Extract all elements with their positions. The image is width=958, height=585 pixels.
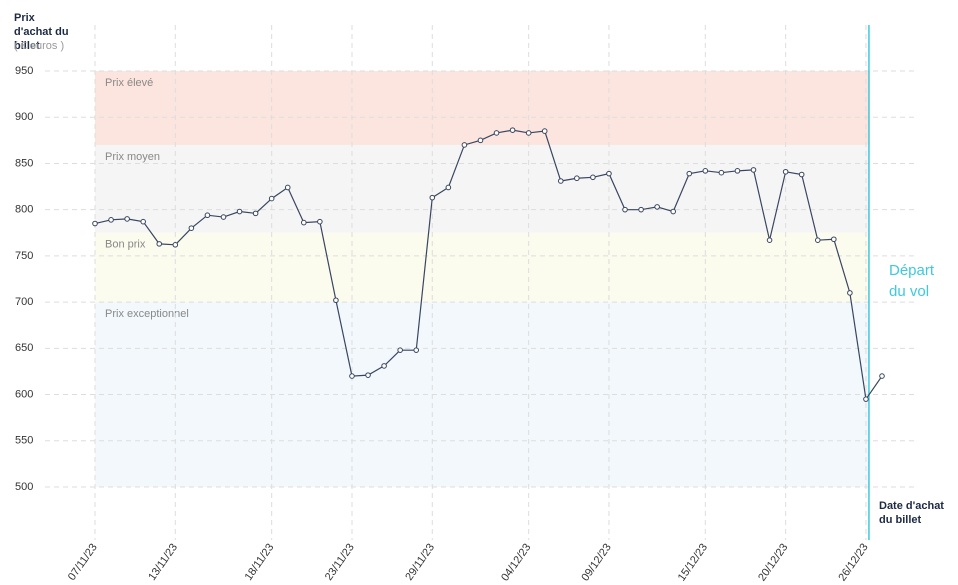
y-tick-label: 900 — [15, 111, 33, 123]
price-point — [156, 241, 163, 247]
price-point — [654, 204, 660, 210]
price-point — [317, 218, 323, 225]
band-label: Bon prix — [105, 239, 146, 251]
x-tick-label: 07/11/23 — [66, 542, 100, 583]
band-label: Prix exceptionnel — [105, 308, 189, 320]
price-point — [782, 168, 789, 175]
band-label: Prix moyen — [105, 151, 160, 163]
y-title: Prix d'achat du billet — [14, 12, 69, 52]
price-point — [525, 130, 532, 136]
price-point — [686, 170, 693, 177]
x-tick-label: 13/11/23 — [146, 542, 180, 583]
price-point — [509, 127, 516, 133]
x-tick-label: 15/12/23 — [676, 542, 710, 584]
price-point — [798, 171, 805, 178]
price-point — [92, 220, 98, 227]
price-point — [670, 208, 677, 215]
price-point — [300, 219, 307, 226]
price-point — [493, 130, 500, 136]
price-point — [622, 206, 628, 213]
y-tick-label: 750 — [15, 250, 33, 262]
x-tick-label: 23/11/23 — [323, 542, 357, 583]
price-point — [220, 214, 227, 220]
y-tick-label: 950 — [15, 65, 33, 77]
price-point — [831, 236, 837, 243]
price-point — [413, 347, 420, 353]
price-point — [381, 363, 387, 369]
price-point — [252, 210, 259, 217]
y-tick-label: 700 — [15, 296, 33, 308]
price-point — [236, 208, 243, 215]
price-point — [718, 169, 725, 176]
x-title: Date d'achat du billet — [879, 500, 944, 526]
price-point — [140, 218, 146, 225]
price-point — [461, 142, 468, 148]
price-point — [124, 216, 130, 222]
y-tick-label: 550 — [15, 435, 33, 447]
price-point — [333, 297, 339, 304]
price-point — [574, 175, 580, 182]
x-tick-label: 29/11/23 — [403, 542, 437, 583]
price-point — [349, 373, 355, 379]
y-tick-label: 850 — [15, 157, 33, 169]
price-point — [879, 373, 885, 379]
price-point — [397, 347, 403, 353]
y-tick-label: 500 — [15, 481, 33, 493]
price-point — [638, 206, 644, 213]
x-tick-label: 04/12/23 — [499, 542, 533, 584]
price-point — [702, 168, 709, 174]
price-point — [477, 137, 484, 144]
price-point — [365, 372, 371, 378]
annotation: Départ du vol — [889, 262, 935, 300]
price-point — [429, 194, 436, 201]
price-point — [606, 170, 612, 177]
price-band — [95, 71, 870, 145]
price-point — [172, 241, 179, 248]
price-point — [766, 237, 773, 243]
x-tick-label: 20/12/23 — [756, 542, 790, 584]
y-tick-label: 800 — [15, 204, 33, 216]
y-tick-label: 650 — [15, 342, 33, 354]
price-point — [814, 237, 821, 243]
price-point — [204, 212, 211, 219]
y-tick-label: 600 — [15, 388, 33, 400]
x-tick-label: 09/12/23 — [579, 542, 613, 584]
price-point — [541, 128, 548, 134]
price-band — [95, 144, 870, 233]
x-tick-label: 18/11/23 — [243, 542, 277, 583]
price-point — [268, 195, 275, 202]
price-point — [284, 184, 291, 191]
y-unit: ( € euros ) — [14, 40, 65, 52]
price-point — [590, 174, 596, 181]
price-band — [95, 232, 870, 303]
price-point — [188, 225, 195, 231]
price-point — [108, 217, 114, 223]
price-point — [557, 178, 564, 184]
x-tick-label: 26/12/23 — [836, 542, 870, 584]
band-label: Prix élevé — [105, 77, 153, 89]
price-point — [750, 167, 757, 173]
price-point — [445, 184, 452, 191]
price-point — [734, 168, 741, 174]
price-point — [847, 290, 853, 296]
price-point — [863, 396, 869, 402]
